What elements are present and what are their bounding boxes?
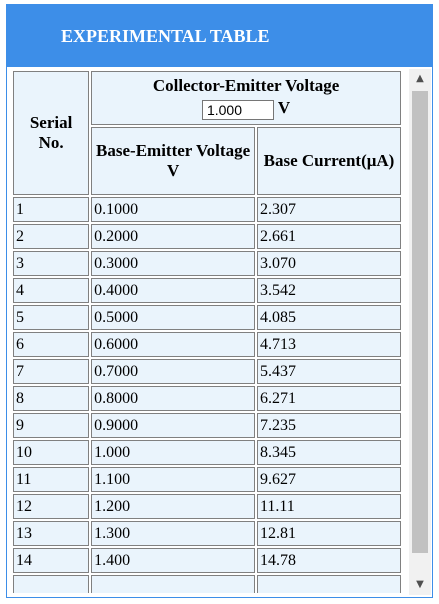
ib-cell: 2.307: [256, 197, 401, 222]
serial-cell: 10: [13, 440, 90, 465]
vbe-cell: 0.6000: [91, 332, 255, 357]
ib-cell: 8.345: [256, 440, 401, 465]
ib-cell: 4.713: [256, 332, 401, 357]
vbe-cell: 1.200: [91, 494, 255, 519]
ib-cell: 6.271: [256, 386, 401, 411]
table-row: 13 1.300 12.81: [13, 521, 401, 546]
ib-cell: 7.235: [256, 413, 401, 438]
serial-cell: 4: [13, 278, 90, 303]
ib-cell: 11.11: [256, 494, 401, 519]
vce-unit: V: [277, 98, 291, 118]
vbe-cell: 0.1000: [91, 197, 255, 222]
vbe-cell: 1.400: [91, 548, 255, 573]
vertical-scrollbar[interactable]: ▲ ▼: [409, 69, 431, 595]
base-current-header: Base Current(μA): [256, 127, 401, 195]
serial-no-header-label: Serial No.: [29, 113, 73, 152]
table-row: 5 0.5000 4.085: [13, 305, 401, 330]
ib-cell: 5.437: [256, 359, 401, 384]
experimental-table: Serial No. Collector-Emitter Voltage V B…: [11, 69, 403, 593]
table-row: 8 0.8000 6.271: [13, 386, 401, 411]
serial-cell: 1: [13, 197, 90, 222]
ib-cell: 2.661: [256, 224, 401, 249]
experimental-table-panel: EXPERIMENTAL TABLE Serial No. Collector-…: [6, 4, 433, 598]
vbe-cell: 0.4000: [91, 278, 255, 303]
serial-cell: 6: [13, 332, 90, 357]
serial-no-header: Serial No.: [13, 71, 90, 195]
table-row: 4 0.4000 3.542: [13, 278, 401, 303]
serial-cell: 14: [13, 548, 90, 573]
ib-cell: 9.627: [256, 467, 401, 492]
triangle-up-icon[interactable]: ▲: [416, 73, 424, 84]
table-row: 7 0.7000 5.437: [13, 359, 401, 384]
table-row: 11 1.100 9.627: [13, 467, 401, 492]
vbe-cell: 0.8000: [91, 386, 255, 411]
vbe-header-label: Base-Emitter Voltage: [96, 141, 251, 160]
vbe-cell: 1.000: [91, 440, 255, 465]
ib-cell: 3.070: [256, 251, 401, 276]
ib-header-label: Base Current(μA): [263, 151, 395, 170]
table-row: 12 1.200 11.11: [13, 494, 401, 519]
serial-cell: [13, 575, 90, 593]
vce-input[interactable]: [201, 99, 274, 120]
serial-cell: 3: [13, 251, 90, 276]
ib-cell: 12.81: [256, 521, 401, 546]
table-row: 9 0.9000 7.235: [13, 413, 401, 438]
serial-cell: 9: [13, 413, 90, 438]
vbe-cell: [91, 575, 255, 593]
table-row: 1 0.1000 2.307: [13, 197, 401, 222]
table-scroll-area[interactable]: Serial No. Collector-Emitter Voltage V B…: [11, 69, 403, 593]
vbe-cell: 0.7000: [91, 359, 255, 384]
vbe-cell: 1.300: [91, 521, 255, 546]
table-row: 3 0.3000 3.070: [13, 251, 401, 276]
table-row: 6 0.6000 4.713: [13, 332, 401, 357]
panel-title: EXPERIMENTAL TABLE: [7, 5, 432, 67]
serial-cell: 8: [13, 386, 90, 411]
serial-cell: 7: [13, 359, 90, 384]
vce-header-label: Collector-Emitter Voltage: [152, 76, 340, 96]
serial-cell: 12: [13, 494, 90, 519]
serial-cell: 5: [13, 305, 90, 330]
ib-cell: 14.78: [256, 548, 401, 573]
vbe-cell: 1.100: [91, 467, 255, 492]
scrollbar-thumb[interactable]: [412, 91, 428, 553]
vbe-unit: V: [166, 161, 180, 180]
base-emitter-voltage-header: Base-Emitter Voltage V: [91, 127, 255, 195]
vbe-cell: 0.2000: [91, 224, 255, 249]
vbe-cell: 0.9000: [91, 413, 255, 438]
table-row: [13, 575, 401, 593]
serial-cell: 2: [13, 224, 90, 249]
vbe-cell: 0.5000: [91, 305, 255, 330]
ib-cell: 4.085: [256, 305, 401, 330]
table-row: 10 1.000 8.345: [13, 440, 401, 465]
ib-cell: 3.542: [256, 278, 401, 303]
ib-cell: [256, 575, 401, 593]
triangle-down-icon[interactable]: ▼: [416, 579, 424, 590]
table-row: 14 1.400 14.78: [13, 548, 401, 573]
serial-cell: 13: [13, 521, 90, 546]
table-row: 2 0.2000 2.661: [13, 224, 401, 249]
serial-cell: 11: [13, 467, 90, 492]
collector-emitter-voltage-header: Collector-Emitter Voltage V: [91, 71, 401, 125]
vbe-cell: 0.3000: [91, 251, 255, 276]
